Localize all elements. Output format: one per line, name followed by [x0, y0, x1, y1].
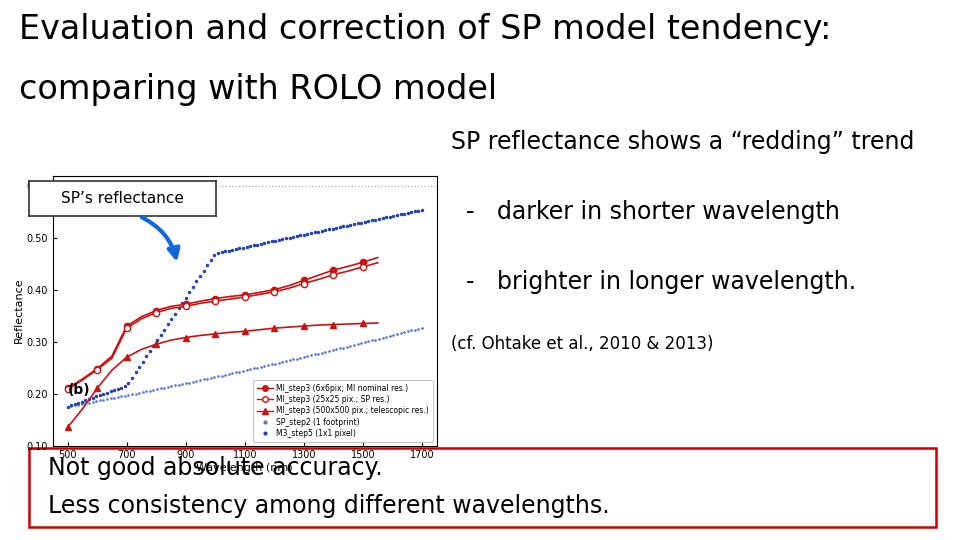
Text: SP reflectance shows a “redding” trend: SP reflectance shows a “redding” trend	[451, 130, 915, 153]
Y-axis label: Reflectance: Reflectance	[13, 278, 24, 343]
Text: Less consistency among different wavelengths.: Less consistency among different wavelen…	[48, 494, 610, 518]
Text: (b): (b)	[68, 383, 91, 397]
Text: Evaluation and correction of SP model tendency:: Evaluation and correction of SP model te…	[19, 14, 831, 46]
Text: SP’s reflectance: SP’s reflectance	[61, 191, 183, 206]
FancyBboxPatch shape	[29, 448, 936, 526]
X-axis label: Wavelength (nm): Wavelength (nm)	[197, 463, 293, 473]
Text: Not good absolute accuracy.: Not good absolute accuracy.	[48, 456, 383, 480]
Text: (cf. Ohtake et al., 2010 & 2013): (cf. Ohtake et al., 2010 & 2013)	[451, 335, 713, 353]
Text: comparing with ROLO model: comparing with ROLO model	[19, 73, 497, 106]
Text: -   darker in shorter wavelength: - darker in shorter wavelength	[451, 200, 840, 224]
Text: [Ohtake et al., 2013]: [Ohtake et al., 2013]	[107, 188, 201, 197]
Legend: MI_step3 (6x6pix; MI nominal res.), MI_step3 (25x25 pix.; SP res.), MI_step3 (50: MI_step3 (6x6pix; MI nominal res.), MI_s…	[253, 380, 433, 442]
Text: -   brighter in longer wavelength.: - brighter in longer wavelength.	[451, 270, 856, 294]
